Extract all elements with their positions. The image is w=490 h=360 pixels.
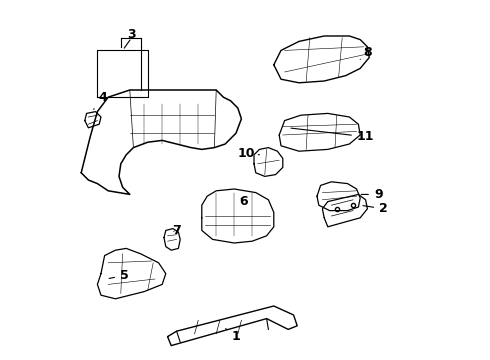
Text: 9: 9 <box>361 188 383 201</box>
Text: 6: 6 <box>239 195 247 208</box>
Text: 2: 2 <box>363 202 388 215</box>
Text: 5: 5 <box>109 269 129 282</box>
Text: 3: 3 <box>127 28 136 41</box>
Text: 10: 10 <box>238 147 259 159</box>
Text: 1: 1 <box>225 329 241 343</box>
Text: 8: 8 <box>360 46 372 59</box>
Text: 11: 11 <box>291 128 374 143</box>
Text: 7: 7 <box>172 224 181 237</box>
Text: 4: 4 <box>94 91 107 109</box>
